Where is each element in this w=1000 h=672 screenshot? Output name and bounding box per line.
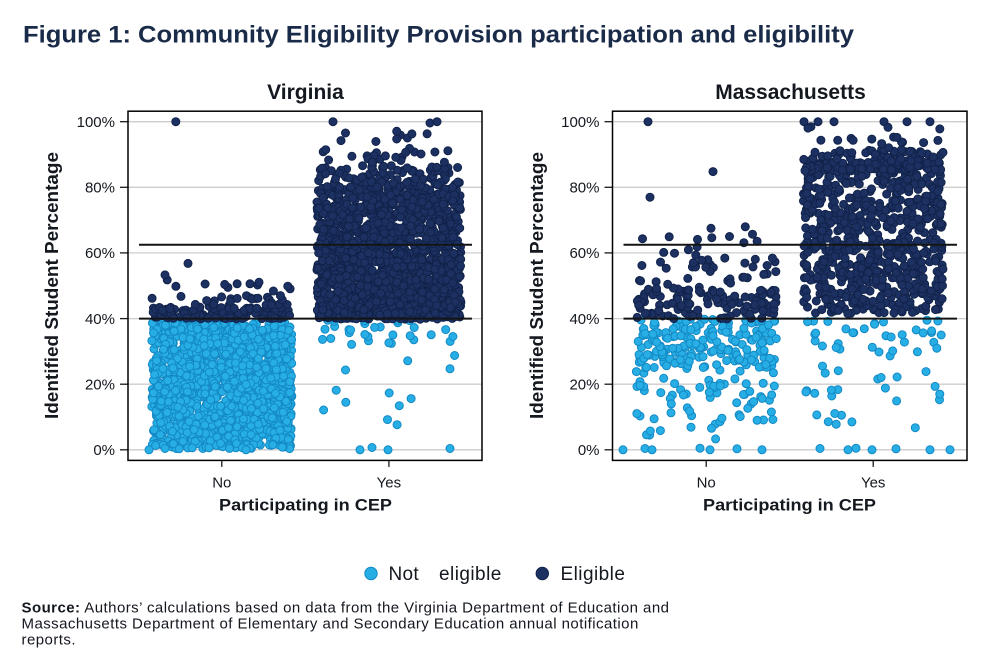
- svg-text:Identified Student Percentage: Identified Student Percentage: [527, 152, 547, 419]
- svg-text:60%: 60%: [569, 245, 599, 262]
- svg-text:80%: 80%: [569, 180, 599, 197]
- svg-text:Identified Student Percentage: Identified Student Percentage: [42, 152, 62, 419]
- svg-text:No: No: [697, 475, 716, 492]
- svg-text:40%: 40%: [569, 311, 599, 328]
- svg-text:100%: 100%: [561, 114, 599, 131]
- svg-text:80%: 80%: [85, 180, 115, 197]
- svg-text:Not: Not: [389, 564, 420, 585]
- svg-text:Massachusetts Department of El: Massachusetts Department of Elementary a…: [22, 616, 639, 633]
- svg-text:100%: 100%: [77, 114, 115, 131]
- svg-text:No: No: [212, 475, 231, 492]
- svg-text:Virginia: Virginia: [267, 81, 344, 104]
- svg-text:Participating in CEP: Participating in CEP: [219, 496, 392, 515]
- svg-text:40%: 40%: [85, 311, 115, 328]
- svg-text:20%: 20%: [569, 377, 599, 394]
- svg-text:Massachusetts: Massachusetts: [715, 81, 866, 104]
- svg-text:20%: 20%: [85, 377, 115, 394]
- svg-text:reports.: reports.: [22, 632, 76, 649]
- svg-text:Yes: Yes: [861, 475, 885, 492]
- svg-text:Yes: Yes: [377, 475, 401, 492]
- svg-text:Eligible: Eligible: [561, 564, 626, 585]
- svg-text:Figure 1: Community Eligibilit: Figure 1: Community Eligibility Provisio…: [23, 22, 855, 49]
- svg-text:60%: 60%: [85, 245, 115, 262]
- svg-text:eligible: eligible: [439, 564, 502, 585]
- svg-text:0%: 0%: [578, 442, 600, 459]
- svg-text:Source: Authors’ calculations: Source: Authors’ calculations based on d…: [22, 600, 670, 617]
- svg-text:0%: 0%: [93, 442, 115, 459]
- svg-text:Participating in CEP: Participating in CEP: [703, 496, 876, 515]
